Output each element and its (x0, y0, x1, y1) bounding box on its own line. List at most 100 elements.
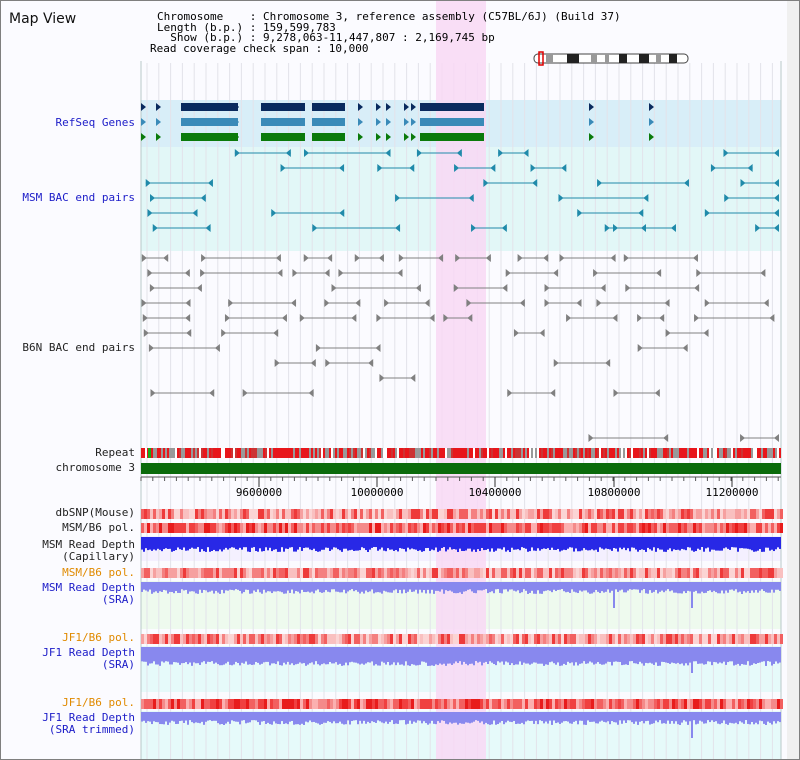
track-label-msm-depth-capillary[interactable]: MSM Read Depth (42, 538, 135, 551)
repeat-element (379, 448, 381, 458)
read-depth-bar (461, 712, 463, 724)
polymorphism-cell (504, 523, 507, 533)
polymorphism-cell (408, 523, 411, 533)
polymorphism-cell (342, 568, 345, 578)
read-depth-bar (567, 537, 569, 549)
track-label-jf1-depth-sra[interactable]: JF1 Read Depth (42, 646, 135, 659)
read-depth-bar (453, 537, 455, 549)
polymorphism-cell (651, 634, 654, 644)
polymorphism-cell (726, 699, 729, 709)
read-depth-bar (491, 647, 493, 663)
polymorphism-cell (144, 634, 147, 644)
polymorphism-cell (777, 509, 780, 519)
read-depth-bar (501, 712, 503, 721)
read-depth-bar (707, 582, 709, 592)
read-depth-bar (605, 582, 607, 592)
polymorphism-cell (411, 699, 414, 709)
read-depth-bar (381, 647, 383, 662)
polymorphism-cell (201, 699, 204, 709)
repeat-element (777, 448, 779, 458)
b6n-bac-pair-end (368, 359, 374, 367)
polymorphism-cell (282, 523, 285, 533)
polymorphism-cell (174, 634, 177, 644)
track-label-b6n-bac[interactable]: B6N BAC end pairs (22, 341, 135, 354)
polymorphism-cell (351, 568, 354, 578)
repeat-element (757, 448, 759, 458)
track-label-dbsnp[interactable]: dbSNP(Mouse) (55, 506, 135, 519)
polymorphism-cell (297, 699, 300, 709)
read-depth-bar (721, 582, 723, 591)
repeat-element (371, 448, 373, 458)
read-depth-bar (469, 647, 471, 664)
read-depth-bar (157, 537, 159, 549)
polymorphism-cell (261, 523, 264, 533)
read-depth-bar (625, 537, 627, 551)
msm-bac-pair-end (339, 209, 345, 217)
track-label-msm-bac[interactable]: MSM BAC end pairs (22, 191, 135, 204)
read-depth-bar (747, 582, 749, 592)
repeat-element (731, 448, 733, 458)
polymorphism-cell (750, 523, 753, 533)
polymorphism-cell (645, 634, 648, 644)
polymorphism-cell (198, 568, 201, 578)
polymorphism-cell (216, 523, 219, 533)
polymorphism-cell (528, 568, 531, 578)
read-depth-bar (291, 537, 293, 548)
read-depth-bar (225, 712, 227, 724)
track-label-jf1-depth-trimmed[interactable]: JF1 Read Depth (42, 711, 135, 724)
read-depth-bar (733, 712, 735, 724)
polymorphism-cell (228, 699, 231, 709)
track-label-chromosome[interactable]: chromosome 3 (55, 461, 135, 474)
read-depth-bar (309, 582, 311, 593)
repeat-element (523, 448, 525, 458)
read-depth-bar (649, 582, 651, 591)
read-depth-bar (503, 537, 505, 548)
read-depth-bar (191, 647, 193, 666)
track-label-msm-b6-pol-sra[interactable]: MSM/B6 pol. (62, 566, 135, 579)
read-depth-bar (411, 712, 413, 724)
read-depth-bar (659, 537, 661, 550)
read-depth-bar (157, 647, 159, 665)
polymorphism-cell (474, 509, 477, 519)
b6n-bac-pair-end (539, 329, 545, 337)
b6n-bac-pair-end (303, 254, 309, 262)
vertical-scrollbar (787, 1, 799, 759)
polymorphism-cell (339, 634, 342, 644)
polymorphism-cell (492, 509, 495, 519)
read-depth-bar (645, 712, 647, 722)
repeat-element (753, 448, 755, 458)
repeat-element (315, 448, 317, 458)
polymorphism-cell (582, 568, 585, 578)
polymorphism-cell (621, 699, 624, 709)
repeat-element (331, 448, 333, 458)
polymorphism-cell (573, 523, 576, 533)
track-label-msm-b6-pol-capillary[interactable]: MSM/B6 pol. (62, 521, 135, 534)
polymorphism-cell (465, 634, 468, 644)
polymorphism-cell (540, 523, 543, 533)
gene-arrow (386, 103, 391, 111)
read-depth-bar (235, 582, 237, 590)
read-depth-bar (517, 647, 519, 665)
track-label-msm-depth-sra[interactable]: MSM Read Depth (42, 581, 135, 594)
polymorphism-cell (168, 523, 171, 533)
repeat-element (475, 448, 477, 458)
read-depth-bar (417, 712, 419, 721)
polymorphism-cell (210, 523, 213, 533)
read-depth-bar (669, 647, 671, 664)
track-label-repeat[interactable]: Repeat (95, 446, 135, 459)
repeat-element (747, 448, 749, 458)
track-label-jf1-b6-pol-trimmed[interactable]: JF1/B6 pol. (62, 696, 135, 709)
track-label-jf1-b6-pol-sra[interactable]: JF1/B6 pol. (62, 631, 135, 644)
repeat-element (433, 448, 435, 458)
polymorphism-cell (606, 509, 609, 519)
polymorphism-cell (777, 568, 780, 578)
read-depth-bar (245, 712, 247, 724)
polymorphism-cell (204, 699, 207, 709)
read-depth-bar (671, 712, 673, 722)
repeat-element (329, 448, 331, 458)
repeat-element (651, 448, 653, 458)
track-label-refseq-genes[interactable]: RefSeq Genes (55, 116, 135, 129)
polymorphism-cell (282, 699, 285, 709)
read-depth-bar (693, 582, 695, 592)
